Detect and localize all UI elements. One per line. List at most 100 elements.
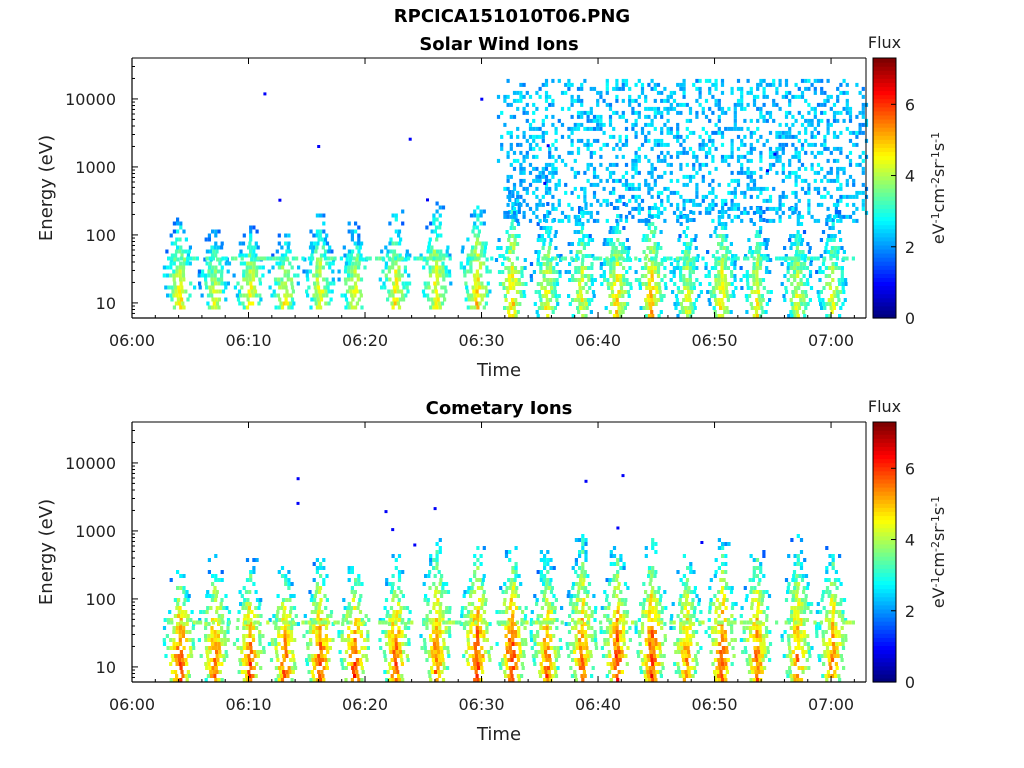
heatmap-cell [788,90,792,95]
heatmap-cell [660,126,664,131]
heatmap-cell [435,269,439,274]
heatmap-cell [550,666,554,670]
heatmap-cell [781,202,785,207]
heatmap-cell [540,590,544,594]
heatmap-cell [569,666,573,670]
heatmap-cell [848,138,853,143]
heatmap-cell [477,666,481,670]
heatmap-cell [574,610,578,614]
heatmap-cell [580,82,584,87]
heatmap-cell [756,302,760,306]
heatmap-cell [522,158,526,163]
heatmap-cell [842,170,846,175]
heatmap-cell [470,586,474,590]
heatmap-cell [508,314,512,318]
heatmap-cell [393,289,397,294]
heatmap-cell [836,250,840,254]
heatmap-cell [394,256,398,261]
heatmap-cell [343,638,348,642]
heatmap-cell [204,237,208,242]
heatmap-cell [235,293,239,298]
heatmap-cell [692,150,696,155]
heatmap-cell [551,78,555,83]
heatmap-burst [232,558,266,682]
heatmap-cell [319,650,323,654]
heatmap-cell [392,594,396,598]
heatmap-cell [441,253,446,258]
heatmap-cell [521,282,525,286]
heatmap-cell [434,590,438,594]
heatmap-cell [214,253,218,258]
heatmap-cell [658,286,662,290]
heatmap-cell [645,286,649,290]
heatmap-cell [218,654,222,658]
heatmap-cell [312,602,316,606]
heatmap-cell [810,82,814,87]
heatmap-cell [552,266,556,270]
heatmap-cell [554,294,558,298]
heatmap-cell [740,138,744,143]
heatmap-cell [191,642,195,646]
heatmap-cell [612,170,616,175]
heatmap-cell [476,606,481,610]
heatmap-cell [512,210,517,215]
heatmap-cell [721,286,725,290]
heatmap-cell [358,598,362,602]
heatmap-cell [573,186,577,191]
heatmap-cell [313,610,318,614]
heatmap-cell [313,281,317,286]
heatmap-cell [227,261,232,266]
heatmap-cell [271,265,275,270]
heatmap-cell [580,206,584,211]
heatmap-cell [547,246,552,250]
heatmap-cell [466,293,470,298]
heatmap-cell [605,256,609,261]
heatmap-cell [165,249,169,254]
heatmap-cell [740,286,744,290]
heatmap-cell [736,126,741,131]
heatmap-cell [427,670,431,674]
heatmap-cell [448,253,452,258]
heatmap-cell [743,106,747,111]
heatmap-cell [826,126,830,131]
heatmap-cell [315,662,319,666]
heatmap-cell [506,650,510,654]
heatmap-cell [581,238,585,242]
heatmap-cell [602,122,606,127]
heatmap-cell [249,570,253,574]
heatmap-cell [669,256,673,261]
heatmap-cell [501,662,505,666]
heatmap-cell [368,256,372,261]
heatmap-cell [727,154,731,159]
heatmap-cell [688,266,692,270]
heatmap-cell [510,262,514,266]
heatmap-cell [778,122,782,127]
heatmap-cell [318,642,322,646]
heatmap-cell [438,269,442,274]
heatmap-cell [315,233,319,238]
heatmap-cell [807,182,811,187]
heatmap-cell [505,250,509,254]
heatmap-cell [612,274,616,278]
heatmap-cell [509,130,513,135]
heatmap-cell [181,630,186,634]
heatmap-cell [401,594,405,598]
heatmap-cell [476,614,480,618]
heatmap-cell [606,278,610,282]
heatmap-cell [250,245,254,250]
heatmap-cell [736,102,741,107]
heatmap-cell [277,634,281,638]
heatmap-cell [585,646,589,650]
heatmap-cell [587,634,591,638]
heatmap-cell [391,634,395,638]
heatmap-cell [360,582,364,586]
heatmap-cell [743,194,747,199]
heatmap-cell [605,218,609,223]
heatmap-cell [721,282,725,286]
heatmap-cell [816,162,821,167]
heatmap-cell [394,261,398,266]
heatmap-cell [174,249,179,254]
heatmap-cell [762,114,766,119]
heatmap-cell [523,618,527,622]
heatmap-cell [592,170,597,175]
